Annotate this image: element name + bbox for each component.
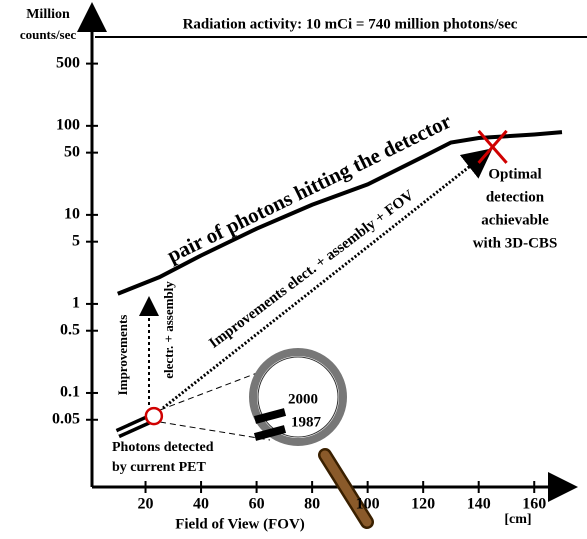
- x-tick-label: 140: [467, 496, 491, 513]
- series-line-inner: [117, 418, 149, 435]
- y-tick-label: 50: [64, 143, 80, 160]
- optimal-label: achievable: [481, 212, 549, 228]
- vertical-label: electr. + assembly: [161, 281, 176, 379]
- x-tick-label: 20: [138, 496, 154, 513]
- optimal-label: with 3D-CBS: [473, 235, 558, 251]
- x-tick-label: 100: [356, 496, 380, 513]
- x-tick-label: 120: [411, 496, 435, 513]
- current-label: Photons detected: [112, 440, 214, 455]
- y-tick-label: 1: [72, 295, 80, 312]
- lens: [257, 356, 339, 438]
- arrow: [162, 148, 493, 410]
- x-tick-label: 60: [249, 496, 265, 513]
- x-tick-label: 40: [193, 496, 209, 513]
- y-tick-label: 100: [56, 117, 80, 134]
- lens-label: 2000: [288, 391, 318, 407]
- curve-label: pair of photons hitting the detector: [163, 109, 455, 268]
- y-tick-label: 500: [56, 54, 80, 71]
- zoom-line: [159, 421, 271, 441]
- lens-label: 1987: [291, 414, 322, 430]
- lens-line: [253, 425, 287, 441]
- point-marker: [144, 406, 164, 426]
- x-unit: [cm]: [504, 512, 531, 527]
- y-tick-label: 0.05: [52, 410, 80, 427]
- lens-line: [253, 408, 287, 424]
- point-marker: [477, 129, 508, 164]
- y-tick-label: 0.5: [60, 321, 80, 338]
- y-tick-label: 5: [72, 232, 80, 249]
- y-tick-label: 10: [64, 206, 80, 223]
- lens: [249, 348, 347, 446]
- x-label: Field of View (FOV): [175, 516, 305, 532]
- y-tick-label: 0.1: [60, 384, 80, 401]
- vertical-label: Improvements: [115, 315, 130, 396]
- header: Radiation activity: 10 mCi = 740 million…: [183, 16, 518, 32]
- current-label: by current PET: [112, 460, 207, 475]
- lens-handle: [320, 450, 372, 527]
- y-label: counts/sec: [20, 27, 77, 42]
- x-tick-label: 160: [522, 496, 546, 513]
- optimal-label: Optimal: [488, 166, 541, 182]
- y-label: Million: [26, 7, 70, 22]
- x-tick-label: 80: [304, 496, 320, 513]
- series-line: [117, 130, 563, 296]
- zoom-line: [159, 369, 266, 411]
- optimal-label: detection: [486, 189, 545, 205]
